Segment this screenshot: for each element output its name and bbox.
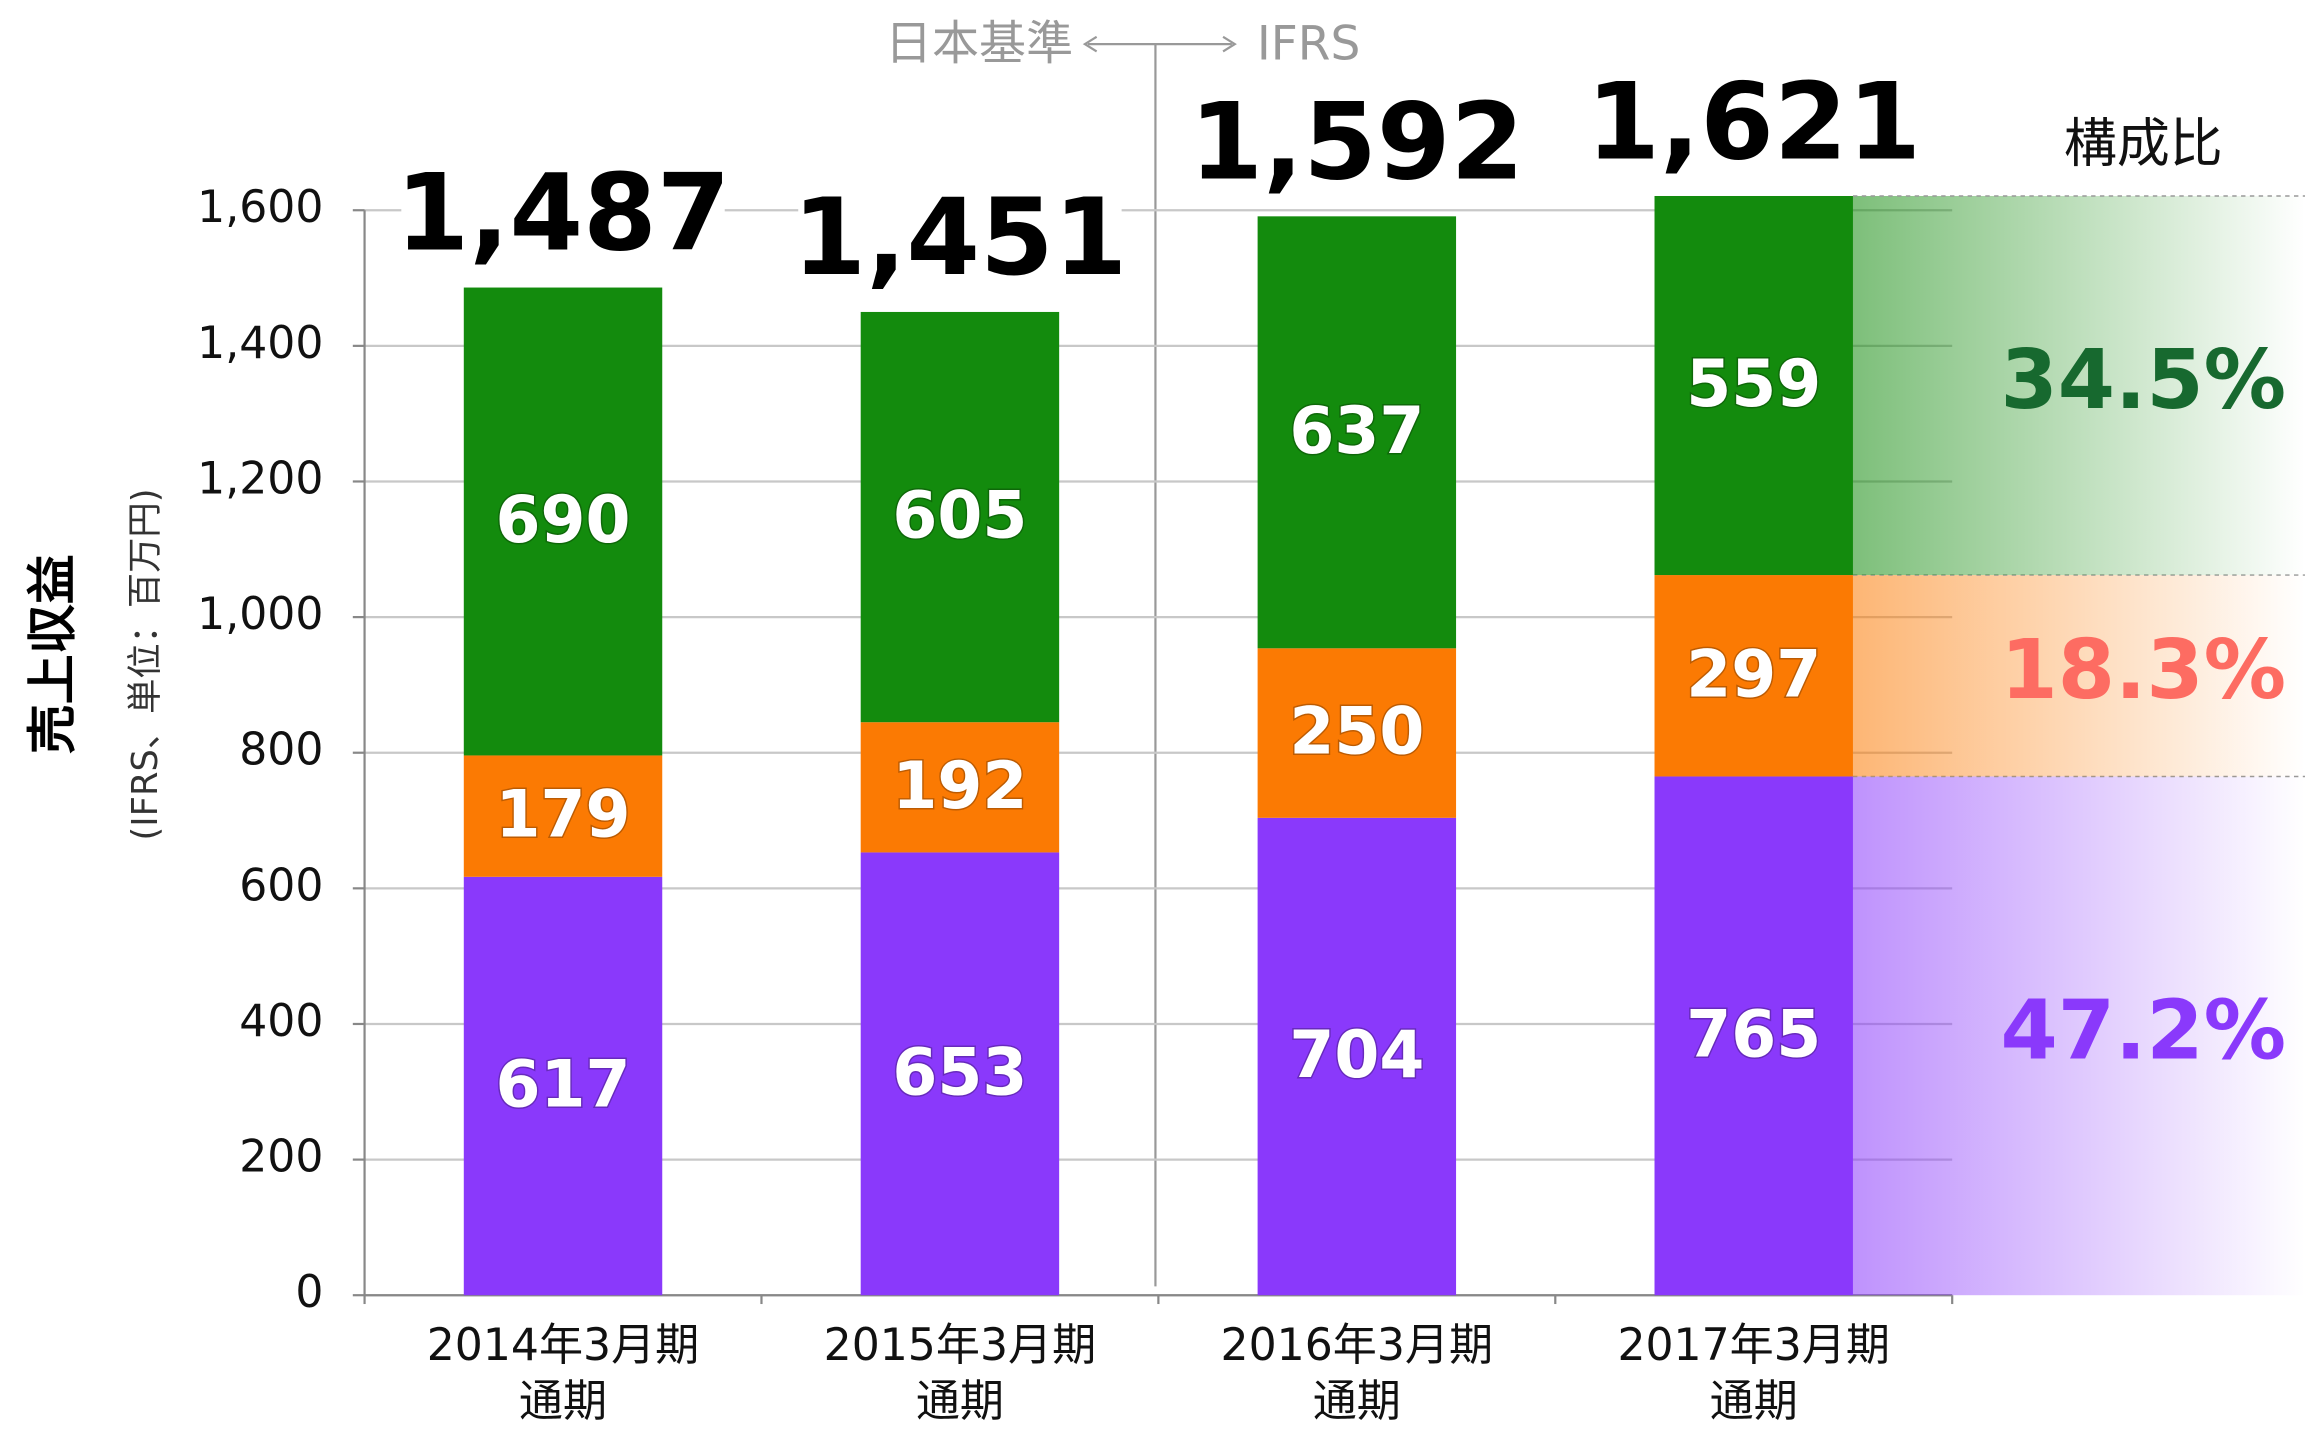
- x-tick-label: 2016年3月期通期: [1221, 1320, 1494, 1427]
- share-label: 18.3%: [2001, 623, 2287, 718]
- data-label: 179: [496, 778, 631, 853]
- data-label: 690: [496, 483, 631, 558]
- share-band: [1852, 776, 2305, 1296]
- y-tick-label: 400: [239, 996, 323, 1047]
- bar-segment: [463, 876, 663, 1296]
- data-label: 297: [1686, 637, 1821, 712]
- bar-segment: [1654, 195, 1853, 576]
- data-label: 250: [1289, 695, 1424, 770]
- y-tick-label: 1,400: [197, 318, 323, 369]
- y-tick-label: 1,000: [197, 589, 323, 640]
- total-label-bg: [1195, 95, 1519, 199]
- y-axis-title: 売上収益: [23, 554, 81, 754]
- total-label-bg: [798, 190, 1122, 294]
- x-tick-label: 2014年3月期通期: [427, 1320, 700, 1427]
- data-label: 559: [1686, 347, 1821, 422]
- bar-segment: [860, 722, 1060, 853]
- x-tick-label: 2015年3月期通期: [824, 1320, 1097, 1427]
- total-label: 1,487: [396, 151, 731, 274]
- y-axis-subtitle: (IFRS、単位：百万円): [125, 489, 166, 841]
- y-tick-label: 1,600: [197, 182, 323, 233]
- y-tick-label: 1,200: [197, 453, 323, 504]
- data-label: 637: [1289, 394, 1424, 469]
- data-label: 192: [892, 749, 1027, 824]
- bar-segment: [860, 311, 1060, 723]
- y-tick-label: 0: [295, 1267, 323, 1318]
- y-tick-label: 800: [239, 725, 323, 776]
- share-label: 34.5%: [2001, 333, 2287, 428]
- annotation: IFRS: [1257, 17, 1360, 72]
- total-label-bg: [1592, 75, 1916, 179]
- bar-segment: [463, 755, 663, 877]
- total-label: 1,451: [793, 176, 1128, 299]
- data-label: 653: [892, 1035, 1027, 1110]
- bar-segment: [1257, 648, 1457, 818]
- share-label: 47.2%: [2001, 983, 2287, 1078]
- share-band: [1852, 575, 2305, 777]
- data-label: 617: [496, 1048, 631, 1123]
- share-band: [1852, 195, 2305, 576]
- data-label: 605: [892, 479, 1027, 554]
- bar-segment: [860, 852, 1060, 1296]
- data-label: 704: [1289, 1018, 1424, 1093]
- y-tick-label: 200: [239, 1132, 323, 1183]
- bar-segment: [1654, 575, 1853, 777]
- total-label-bg: [401, 166, 725, 270]
- share-title: 構成比: [2064, 114, 2223, 175]
- bar-segment: [1257, 216, 1457, 649]
- arrow-heads: [1082, 35, 1237, 53]
- bar-segment: [1257, 817, 1457, 1296]
- data-label: 765: [1686, 997, 1821, 1072]
- bar-segment: [1654, 776, 1853, 1296]
- x-tick-label: 2017年3月期通期: [1617, 1320, 1890, 1427]
- total-label: 1,621: [1586, 61, 1921, 184]
- y-tick-label: 600: [239, 860, 323, 911]
- total-label: 1,592: [1189, 80, 1524, 203]
- bar-segment: [463, 287, 663, 756]
- annotation: 日本基準: [885, 17, 1073, 72]
